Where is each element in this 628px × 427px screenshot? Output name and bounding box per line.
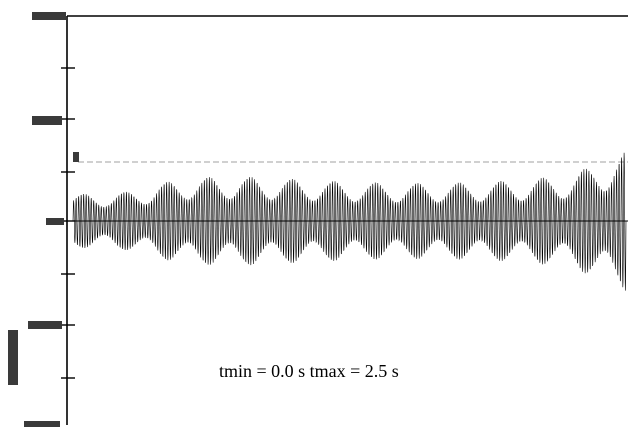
reference-lines <box>72 161 628 222</box>
time-range-label: tmin = 0.0 s tmax = 2.5 s <box>219 361 399 381</box>
left-margin-marks <box>8 12 79 427</box>
left-margin-mark <box>73 152 79 162</box>
left-margin-mark <box>32 12 66 20</box>
left-margin-mark <box>32 116 62 125</box>
left-margin-mark <box>28 321 62 329</box>
left-margin-mark <box>46 218 64 225</box>
waveform-line <box>72 152 627 291</box>
left-margin-mark <box>24 421 60 427</box>
left-margin-mark <box>8 330 18 385</box>
waveform-trace <box>72 152 627 291</box>
